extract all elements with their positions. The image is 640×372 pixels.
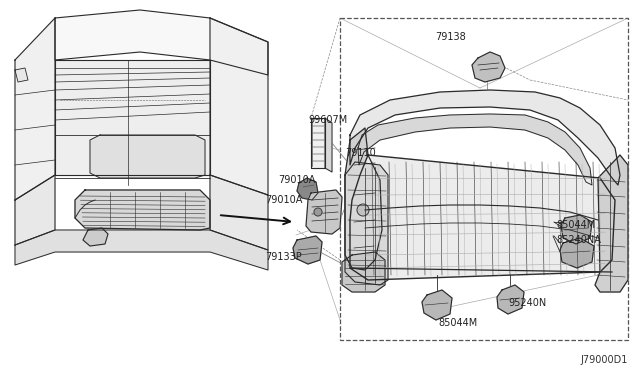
Polygon shape [358,114,592,185]
Polygon shape [560,238,594,268]
Polygon shape [472,52,505,82]
Polygon shape [15,230,268,270]
Polygon shape [15,18,55,200]
Polygon shape [350,155,615,280]
Polygon shape [55,60,210,175]
Polygon shape [561,215,592,244]
Polygon shape [15,175,55,245]
Polygon shape [293,236,322,264]
Text: 79110: 79110 [345,148,376,158]
Polygon shape [83,228,108,246]
Text: 79133P: 79133P [265,252,301,262]
Bar [340,18,628,340]
Polygon shape [306,190,342,234]
Polygon shape [297,178,318,200]
Polygon shape [345,128,382,270]
Polygon shape [75,190,210,230]
Text: 79010A: 79010A [265,195,302,205]
Circle shape [314,208,322,216]
Polygon shape [350,90,620,185]
Polygon shape [497,285,524,314]
Polygon shape [325,118,332,172]
Polygon shape [422,290,452,320]
Text: 85240NA: 85240NA [556,235,601,245]
Polygon shape [210,18,268,195]
Text: 95240N: 95240N [508,298,547,308]
Circle shape [357,204,369,216]
Polygon shape [15,68,28,82]
Text: J79000D1: J79000D1 [580,355,627,365]
Polygon shape [311,118,325,168]
Text: 85044M: 85044M [438,318,477,328]
Text: 79010A: 79010A [278,175,316,185]
Text: 99607M: 99607M [308,115,348,125]
Polygon shape [55,10,268,75]
Polygon shape [595,155,628,292]
Polygon shape [210,175,268,250]
Polygon shape [345,162,388,285]
Text: 85044M: 85044M [556,220,595,230]
Polygon shape [90,135,205,178]
Text: 79138: 79138 [435,32,466,42]
Polygon shape [342,252,385,292]
